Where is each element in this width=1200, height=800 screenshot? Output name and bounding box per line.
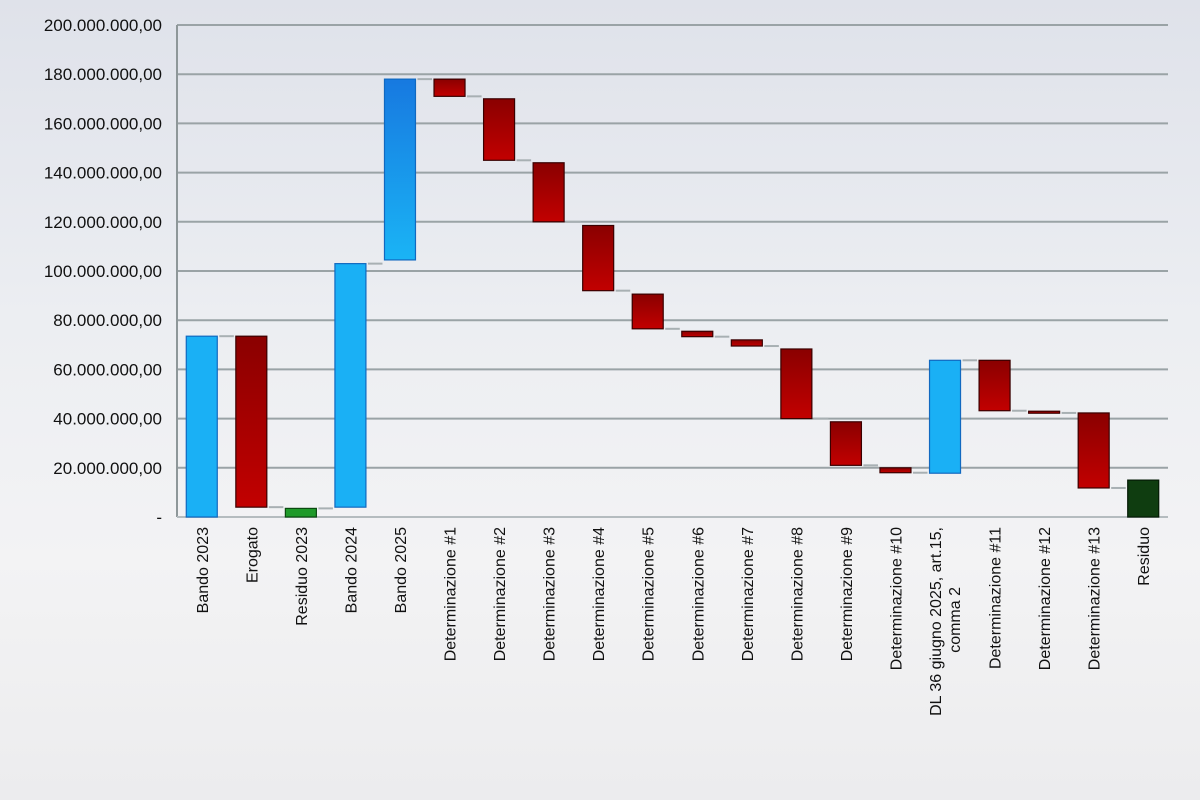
x-tick-label: Determinazione #8 [789, 527, 806, 661]
bar-determinazione-1[interactable] [433, 78, 466, 97]
bar-bando-2025[interactable] [383, 78, 417, 261]
y-tick-label: 80.000.000,00 [53, 311, 162, 330]
bar-residuo[interactable] [1127, 479, 1160, 518]
gridlines [177, 24, 1168, 469]
connectors [219, 78, 1126, 510]
x-tick-label: Determinazione #9 [839, 527, 856, 661]
bar-determinazione-4[interactable] [582, 224, 615, 292]
bar-determinazione-8[interactable] [780, 348, 813, 420]
y-tick-label: 20.000.000,00 [53, 459, 162, 478]
bar-bando-2024[interactable] [334, 263, 367, 508]
x-tick-label: Erogato [244, 527, 261, 583]
bar-determinazione-2[interactable] [482, 98, 516, 161]
y-tick-label: 120.000.000,00 [44, 213, 162, 232]
x-tick-label: Determinazione #13 [1087, 527, 1104, 670]
x-tick-label: Determinazione #7 [740, 527, 757, 661]
bar-determinazione-7[interactable] [730, 339, 763, 347]
x-tick-label: Determinazione #6 [690, 527, 707, 661]
bar-determinazione-13[interactable] [1077, 412, 1110, 489]
x-tick-label: Bando 2024 [343, 527, 360, 613]
bar-bando-2023[interactable] [185, 335, 218, 518]
bar-determinazione-12[interactable] [1028, 410, 1061, 414]
x-tick-label: Determinazione #12 [1037, 527, 1054, 670]
bar-determinazione-3[interactable] [532, 162, 565, 223]
bars [185, 78, 1160, 518]
x-tick-label: Determinazione #3 [542, 527, 559, 661]
bar-residuo-2023[interactable] [284, 507, 317, 518]
y-tick-label: - [156, 508, 162, 527]
y-axis: - 20.000.000,00 40.000.000,00 60.000.000,00… [44, 16, 1168, 527]
x-axis-labels: Bando 2023 Erogato Residuo 2023 Bando 2024 B… [195, 527, 1153, 716]
y-tick-label: 200.000.000,00 [44, 16, 162, 35]
x-tick-label: Determinazione #4 [591, 527, 608, 661]
x-tick-label: Bando 2023 [195, 527, 212, 613]
x-tick-label: Determinazione #10 [888, 527, 905, 670]
bar-determinazione-5[interactable] [631, 293, 664, 330]
y-tick-label: 140.000.000,00 [44, 164, 162, 183]
y-tick-label: 160.000.000,00 [44, 114, 162, 133]
y-tick-label: 180.000.000,00 [44, 65, 162, 84]
x-tick-label: Determinazione #11 [988, 527, 1005, 669]
x-tick-label: Determinazione #1 [443, 527, 460, 661]
bar-determinazione-10[interactable] [879, 467, 912, 474]
bar-determinazione-9[interactable] [829, 421, 863, 466]
x-tick-label-line2: comma 2 [947, 587, 964, 653]
x-tick-label: Determinazione #5 [641, 527, 658, 661]
bar-determinazione-11[interactable] [978, 359, 1011, 412]
y-tick-label: 60.000.000,00 [53, 360, 162, 379]
y-tick-label: 40.000.000,00 [53, 410, 162, 429]
bar-erogato[interactable] [235, 335, 268, 508]
x-tick-label: Determinazione #2 [492, 527, 509, 661]
x-tick-label: DL 36 giugno 2025, art.15, [928, 527, 945, 716]
y-tick-label: 100.000.000,00 [44, 262, 162, 281]
bar-determinazione-6[interactable] [681, 330, 714, 338]
x-tick-label: Residuo [1136, 527, 1153, 586]
x-tick-label: Residuo 2023 [294, 527, 311, 626]
bar-dl-36-giugno-2025-art-15-comma-2[interactable] [928, 359, 962, 474]
x-tick-label: Bando 2025 [393, 527, 410, 613]
